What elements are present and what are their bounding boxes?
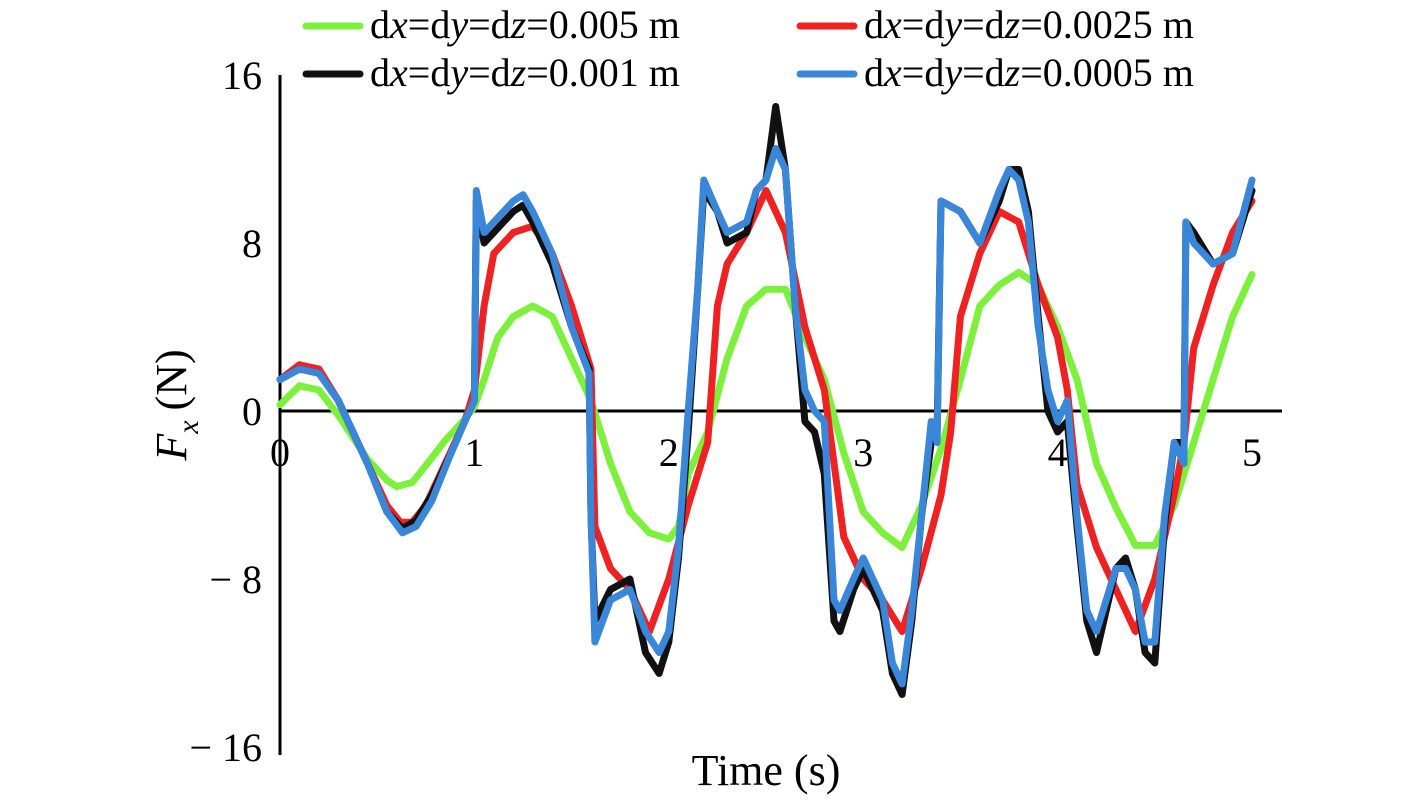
legend-label-part: z bbox=[1004, 50, 1021, 95]
series-line-0 bbox=[276, 268, 1256, 551]
legend-label-part: z bbox=[510, 2, 527, 47]
legend-label-part: =0.0005 m bbox=[1020, 50, 1194, 95]
legend-label-part: =0.0025 m bbox=[1020, 2, 1194, 47]
legend-label-part: y bbox=[940, 2, 962, 47]
x-tick-label: 4 bbox=[1048, 430, 1068, 475]
legend-label-part: =d bbox=[468, 2, 511, 47]
series-layer bbox=[276, 103, 1256, 698]
legend-label-part: y bbox=[940, 50, 962, 95]
x-tick-label: 2 bbox=[659, 430, 679, 475]
y-tick-label: − 16 bbox=[189, 725, 262, 770]
legend-label-part: =d bbox=[408, 50, 451, 95]
legend-label-part: =0.005 m bbox=[526, 2, 680, 47]
legend-label-0: dx=dy=dz=0.005 m bbox=[370, 2, 680, 47]
legend-label-part: d bbox=[864, 50, 884, 95]
legend-label-part: x bbox=[883, 2, 902, 47]
legend-label-part: =d bbox=[408, 2, 451, 47]
legend-label-1: dx=dy=dz=0.0025 m bbox=[864, 2, 1194, 47]
legend-label-part: y bbox=[446, 2, 468, 47]
y-axis-subscript: x bbox=[172, 420, 205, 435]
legend-label-part: =d bbox=[962, 2, 1005, 47]
series-line-3 bbox=[276, 145, 1256, 688]
x-axis-title: Time (s) bbox=[692, 746, 841, 795]
legend-label-part: =0.001 m bbox=[526, 50, 680, 95]
legend-label-part: d bbox=[864, 2, 884, 47]
x-tick-labels: 0 1 2 3 4 5 bbox=[270, 430, 1262, 475]
y-tick-label: 16 bbox=[222, 53, 262, 98]
legend-label-part: x bbox=[883, 50, 902, 95]
legend-label-part: =d bbox=[902, 2, 945, 47]
y-axis-title: Fx (N) bbox=[147, 349, 205, 461]
legend-label-part: =d bbox=[902, 50, 945, 95]
series-line-2 bbox=[276, 103, 1256, 698]
legend-label-part: z bbox=[1004, 2, 1021, 47]
legend-label-part: =d bbox=[468, 50, 511, 95]
legend-label-part: x bbox=[389, 50, 408, 95]
x-tick-label: 1 bbox=[464, 430, 484, 475]
legend-label-2: dx=dy=dz=0.001 m bbox=[370, 50, 680, 95]
legend-label-part: d bbox=[370, 50, 390, 95]
legend-label-part: =d bbox=[962, 50, 1005, 95]
x-tick-label: 5 bbox=[1242, 430, 1262, 475]
y-axis-symbol: F bbox=[147, 433, 196, 462]
legend-label-part: d bbox=[370, 2, 390, 47]
y-tick-label: 0 bbox=[242, 389, 262, 434]
x-tick-label: 0 bbox=[270, 430, 290, 475]
legend-label-part: y bbox=[446, 50, 468, 95]
legend-label-3: dx=dy=dz=0.0005 m bbox=[864, 50, 1194, 95]
y-axis-unit: (N) bbox=[147, 349, 196, 410]
y-tick-labels: 16 8 0 − 8 − 16 bbox=[189, 53, 262, 770]
chart-legend: dx=dy=dz=0.005 m dx=dy=dz=0.0025 mdx=dy=d… bbox=[302, 2, 1194, 95]
x-tick-label: 3 bbox=[853, 430, 873, 475]
legend-label-part: z bbox=[510, 50, 527, 95]
legend-label-part: x bbox=[389, 2, 408, 47]
y-tick-label: 8 bbox=[242, 221, 262, 266]
y-tick-label: − 8 bbox=[209, 557, 262, 602]
